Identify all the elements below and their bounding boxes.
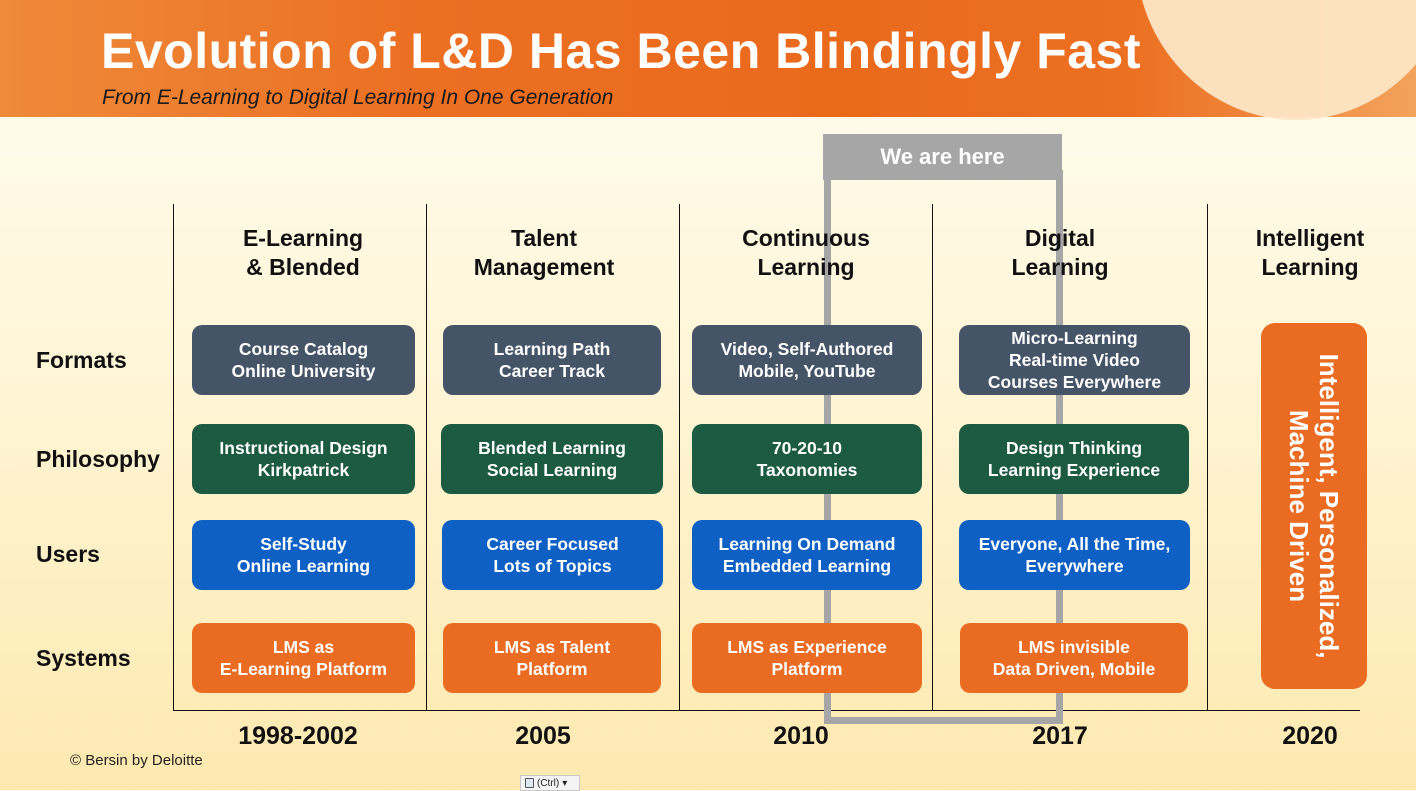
copyright-notice: © Bersin by Deloitte [70,752,203,769]
row-label-philosophy: Philosophy [36,446,160,472]
header-banner: Evolution of L&D Has Been Blindingly Fas… [0,0,1416,120]
era-title-talent: Talent Management [473,225,615,280]
year-label: 2010 [773,722,829,750]
paste-options-button[interactable]: (Ctrl) ▾ [520,775,580,791]
year-label: 2020 [1282,722,1338,750]
year-label: 2005 [515,722,571,750]
era-title-digital: Digital Learning [1011,225,1109,280]
users-box: Learning On Demand Embedded Learning [692,520,922,590]
intelligent-learning-box [1261,323,1367,689]
formats-box: Learning Path Career Track [443,325,661,395]
year-label: 1998-2002 [238,722,358,750]
row-label-systems: Systems [36,645,131,671]
row-label-formats: Formats [36,347,127,373]
clipboard-icon [525,778,534,788]
users-box: Self-Study Online Learning [192,520,415,590]
chevron-down-icon: ▾ [562,777,568,789]
users-box: Career Focused Lots of Topics [442,520,663,590]
systems-box: LMS as Talent Platform [443,623,661,693]
row-label-users: Users [36,541,100,567]
formats-box: Video, Self-Authored Mobile, YouTube [692,325,922,395]
page-title: Evolution of L&D Has Been Blindingly Fas… [101,23,1142,79]
philosophy-box: Instructional Design Kirkpatrick [192,424,415,494]
philosophy-box: Blended Learning Social Learning [441,424,663,494]
users-box: Everyone, All the Time, Everywhere [959,520,1190,590]
formats-box: Micro-Learning Real-time Video Courses E… [959,325,1190,395]
column-divider [426,204,427,711]
column-divider [932,204,933,711]
timeline-axis [173,710,1360,711]
paste-options-label: (Ctrl) [537,777,560,789]
year-label: 2017 [1032,722,1088,750]
formats-box: Course Catalog Online University [192,325,415,395]
column-divider [679,204,680,711]
philosophy-box: Design Thinking Learning Experience [959,424,1189,494]
header-decoration [1136,0,1416,120]
page-subtitle: From E-Learning to Digital Learning In O… [102,86,614,109]
systems-box: LMS invisible Data Driven, Mobile [960,623,1188,693]
intelligent-learning-text: Intelligent, Personalized, Machine Drive… [1284,353,1344,659]
philosophy-box: 70-20-10 Taxonomies [692,424,922,494]
column-divider [173,204,174,711]
systems-box: LMS as Experience Platform [692,623,922,693]
systems-box: LMS as E-Learning Platform [192,623,415,693]
column-divider [1207,204,1208,711]
we-are-here-label: We are here [823,134,1062,180]
era-title-intelligent: Intelligent Learning [1255,225,1365,280]
era-title-continuous: Continuous Learning [742,225,870,280]
era-title-elearning: E-Learning & Blended [242,225,364,280]
